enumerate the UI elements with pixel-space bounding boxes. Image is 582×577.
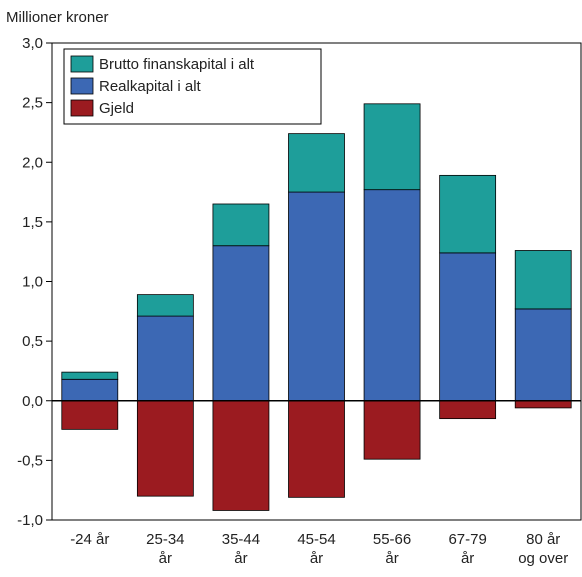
y-axis-unit-label: Millioner kroner <box>6 9 109 26</box>
x-category-label: år <box>159 550 172 567</box>
y-tick-label: -1,0 <box>17 512 43 529</box>
legend-label: Brutto finanskapital i alt <box>99 56 255 73</box>
x-category-label: 67-79 <box>448 531 486 548</box>
x-category-label: år <box>234 550 247 567</box>
bar-realkapital <box>288 191 345 402</box>
bar-gjeld <box>363 400 421 460</box>
x-axis: -24 år 25-34 år 35-44 år 45-54 år 55-66 år 67-79 å… <box>70 531 568 567</box>
bar-finanskapital <box>288 133 345 193</box>
x-category-label: år <box>385 550 398 567</box>
y-tick-label: 1,5 <box>22 214 43 231</box>
y-tick-label: 1,0 <box>22 274 43 291</box>
bar-realkapital <box>363 189 421 402</box>
x-category-label: 35-44 <box>222 531 260 548</box>
x-category-label: 45-54 <box>297 531 335 548</box>
legend-label: Gjeld <box>99 100 134 117</box>
y-axis: -1,0 -0,5 0,0 0,5 1,0 1,5 2,0 2,5 3,0 <box>17 35 52 529</box>
x-category-label: 25-34 <box>146 531 184 548</box>
legend-swatch <box>70 55 94 73</box>
y-tick-label: 0,5 <box>22 333 43 350</box>
bars <box>61 103 572 511</box>
bar-finanskapital <box>61 371 119 380</box>
bar-realkapital <box>439 252 497 402</box>
bar-finanskapital <box>514 250 572 310</box>
y-tick-label: 0,0 <box>22 393 43 410</box>
bar-realkapital <box>514 308 572 402</box>
y-tick-label: -0,5 <box>17 452 43 469</box>
x-category-label: og over <box>518 550 568 567</box>
bar-gjeld <box>212 400 270 511</box>
bar-gjeld <box>136 400 194 497</box>
legend-box <box>63 48 322 125</box>
y-tick-label: 2,5 <box>22 95 43 112</box>
x-category-label: år <box>461 550 474 567</box>
x-category-label: år <box>310 550 323 567</box>
legend-swatch <box>70 77 94 95</box>
bar-finanskapital <box>212 203 270 247</box>
bar-gjeld <box>439 400 497 420</box>
bar-finanskapital <box>363 103 421 191</box>
bar-gjeld <box>514 400 572 409</box>
legend: Brutto finanskapital i alt Realkapital i … <box>63 48 322 125</box>
bar-realkapital <box>61 378 119 402</box>
bar-finanskapital <box>439 174 497 254</box>
bar-gjeld <box>288 400 345 498</box>
y-tick-label: 3,0 <box>22 35 43 52</box>
legend-swatch <box>70 99 94 117</box>
bar-finanskapital <box>136 294 194 317</box>
x-category-label: 80 år <box>526 531 560 548</box>
bar-realkapital <box>212 245 270 402</box>
bar-realkapital <box>136 315 194 402</box>
x-category-label: -24 år <box>70 531 109 548</box>
y-tick-label: 2,0 <box>22 154 43 171</box>
bar-gjeld <box>61 400 119 430</box>
x-category-label: 55-66 <box>373 531 411 548</box>
legend-label: Realkapital i alt <box>99 78 202 95</box>
